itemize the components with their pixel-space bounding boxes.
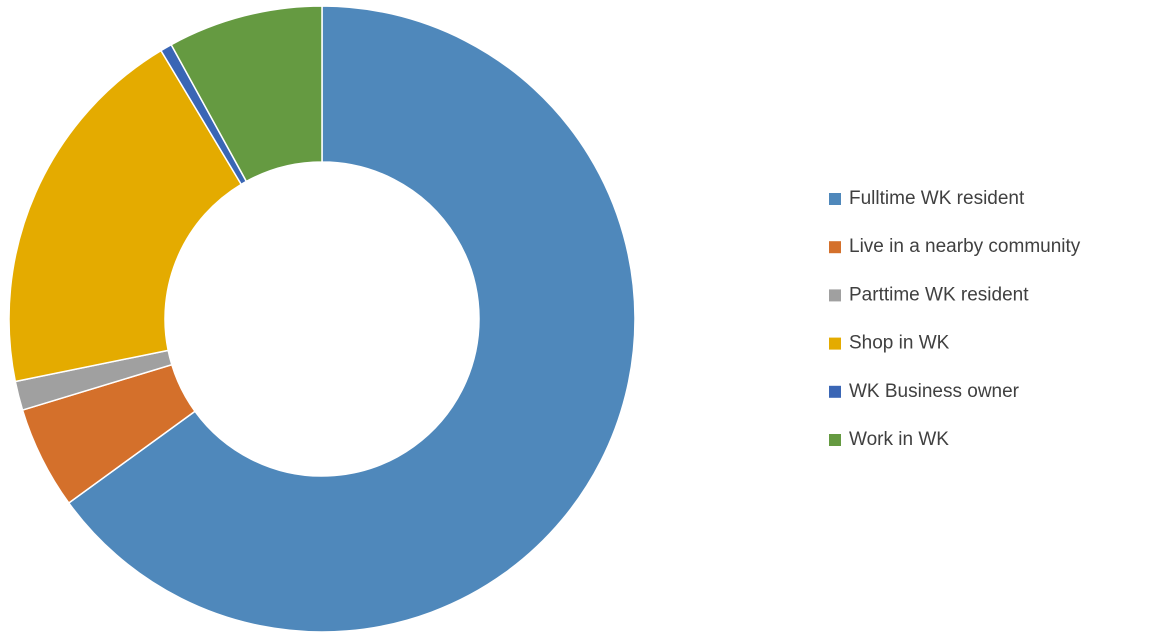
legend-label: Parttime WK resident bbox=[849, 284, 1029, 305]
legend-swatch bbox=[829, 434, 841, 446]
legend-label: Shop in WK bbox=[849, 333, 950, 354]
legend-label: WK Business owner bbox=[849, 381, 1020, 402]
legend-swatch bbox=[829, 193, 841, 205]
donut-segment bbox=[8, 49, 243, 383]
donut-segment bbox=[170, 5, 323, 183]
legend-swatch bbox=[829, 337, 841, 350]
legend-swatch bbox=[829, 241, 841, 254]
legend-label: Fulltime WK resident bbox=[849, 188, 1025, 209]
legend-label: Live in a nearby community bbox=[849, 236, 1081, 257]
legend-swatch bbox=[829, 289, 841, 302]
legend-label: Work in WK bbox=[849, 429, 949, 450]
donut-segment bbox=[67, 5, 636, 633]
legend-swatch bbox=[829, 385, 841, 398]
